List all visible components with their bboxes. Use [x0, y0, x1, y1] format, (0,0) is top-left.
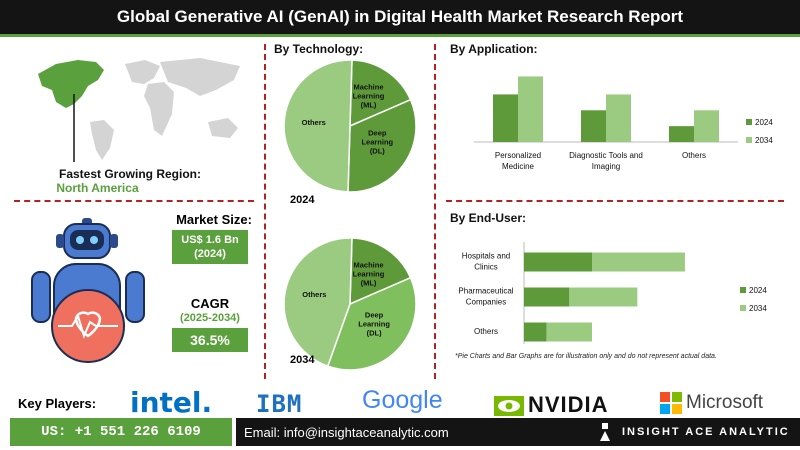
enduser-title: By End-User: [450, 211, 527, 225]
nvidia-eye-icon [494, 396, 524, 416]
eu-legend-label: 2024 [749, 286, 767, 295]
cagr-label: CAGR [190, 296, 230, 311]
technology-title: By Technology: [274, 42, 364, 56]
microsoft-logo: Microsoft [686, 392, 764, 413]
market-size-box: US$ 1.6 Bn (2024) [172, 230, 248, 264]
eu-bar-2034-1 [569, 287, 638, 307]
cagr-period: (2025-2034) [180, 312, 240, 324]
technology-pie-2034: Machine Learning (ML) Deep Learning (DL) Other… [283, 237, 417, 371]
pie-slice-machine-learning-ml [349, 237, 412, 306]
market-size-value: US$ 1.6 Bn [181, 234, 239, 246]
app-category-label: Diagnostic Tools and Imaging [569, 151, 643, 171]
application-bar-chart: Personalized Medicine Diagnostic Tools and… [474, 76, 773, 171]
enduser-bar-chart: Hospitals and Clinics Pharmaceutical Compan… [458, 242, 767, 344]
app-category-label: Others [682, 151, 706, 160]
market-size-year: (2024) [194, 248, 226, 260]
intel-logo: intel. [130, 386, 213, 419]
eu-category-label: Others [474, 327, 498, 336]
ibm-logo: IBM [256, 390, 303, 418]
app-bar-2034-1 [606, 94, 631, 142]
world-map [38, 58, 240, 162]
app-bar-2024-2 [669, 126, 694, 142]
pie-slice-others-label: Others [302, 290, 326, 299]
eu-legend-label: 2034 [749, 304, 767, 313]
pie-slice-deep-learning-dl [326, 276, 417, 371]
nvidia-logo: NVIDIA [528, 392, 609, 417]
eu-bar-2024-2 [524, 322, 547, 342]
email-address[interactable]: Email: info@insightaceanalytic.com [236, 418, 568, 446]
pie-slice-machine-learning-ml-label: Machine Learning (ML) [353, 261, 385, 288]
app-legend-swatch [746, 119, 752, 125]
eu-bar-2034-2 [546, 322, 592, 342]
divider-right [434, 44, 436, 379]
key-players-label: Key Players: [18, 396, 97, 411]
app-legend-label: 2024 [755, 118, 773, 127]
divider-left [264, 44, 266, 379]
app-legend-label: 2034 [755, 136, 773, 145]
pie-year-2024: 2024 [290, 194, 315, 206]
brand-name: INSIGHT ACE ANALYTIC [622, 426, 790, 438]
google-logo: Google [362, 386, 443, 414]
pie-slice-others [283, 237, 353, 368]
pie-slice-others [283, 59, 353, 193]
app-bar-2034-0 [518, 76, 543, 142]
divider-left-h [14, 200, 254, 202]
page-title: Global Generative AI (GenAI) in Digital … [0, 0, 800, 37]
app-category-label: Personalized Medicine [495, 151, 541, 171]
application-title: By Application: [450, 42, 538, 56]
pie-slice-deep-learning-dl-label: Deep Learning (DL) [361, 129, 393, 156]
pie-slice-deep-learning-dl-label: Deep Learning (DL) [358, 311, 390, 338]
pie-slice-machine-learning-ml [349, 59, 412, 128]
phone-number[interactable]: US: +1 551 226 6109 [10, 418, 232, 446]
pie-year-2034: 2034 [290, 354, 315, 366]
pie-slice-machine-learning-ml-label: Machine Learning (ML) [353, 83, 385, 110]
app-legend-swatch [746, 137, 752, 143]
region-label: Fastest Growing Region: [58, 167, 201, 181]
app-bar-2034-2 [694, 110, 719, 142]
pie-slice-others-label: Others [302, 118, 326, 127]
market-size-label: Market Size: [176, 212, 252, 227]
eu-legend-swatch [740, 287, 746, 293]
eu-category-label: Pharmaceutical Companies [458, 287, 513, 307]
brand-logo-icon [600, 423, 610, 441]
divider-right-h [446, 200, 784, 202]
brand-bar: INSIGHT ACE ANALYTIC [568, 418, 800, 446]
cagr-value: 36.5% [172, 328, 248, 352]
pie-slice-deep-learning-dl [347, 98, 417, 193]
technology-pie-2024: Machine Learning (ML) Deep Learning (DL) Other… [283, 59, 417, 193]
app-bar-2024-0 [493, 94, 518, 142]
eu-bar-2024-0 [524, 252, 592, 272]
eu-bar-2034-0 [592, 252, 685, 272]
app-bar-2024-1 [581, 110, 606, 142]
eu-legend-swatch [740, 305, 746, 311]
region-value: North America [56, 181, 139, 195]
robot-icon [31, 218, 145, 363]
eu-bar-2024-1 [524, 287, 570, 307]
eu-category-label: Hospitals and Clinics [462, 252, 510, 272]
chart-note: *Pie Charts and Bar Graphs are for illus… [455, 353, 717, 360]
microsoft-squares-icon [660, 392, 682, 414]
